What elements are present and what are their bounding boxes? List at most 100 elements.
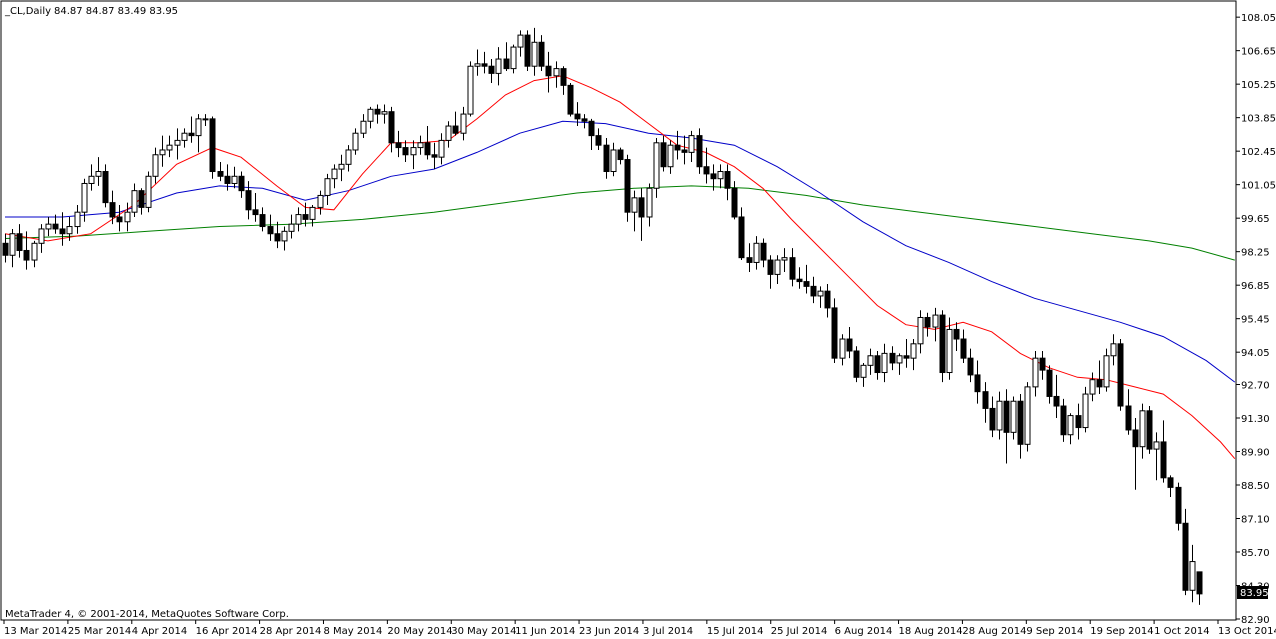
candle (574, 102, 581, 127)
price-tick-label: 92.70 (1241, 380, 1270, 391)
chart-symbol-label: _CL,Daily (4, 6, 51, 17)
candle (903, 339, 910, 368)
candle (917, 310, 924, 354)
candle (1110, 334, 1117, 366)
candle (238, 171, 245, 198)
candle (681, 135, 688, 165)
candle (95, 157, 102, 186)
candle (52, 214, 59, 234)
candle (195, 114, 202, 153)
candle (131, 183, 138, 217)
candle (996, 391, 1003, 440)
candle (388, 106, 395, 153)
candle (1175, 482, 1182, 531)
candle (896, 353, 903, 375)
copyright-label: MetaTrader 4, © 2001-2014, MetaQuotes So… (5, 609, 289, 620)
price-tick-label: 108.05 (1241, 13, 1276, 24)
candle (646, 183, 653, 227)
candle (202, 114, 209, 127)
candle (188, 116, 195, 143)
candle (738, 207, 745, 261)
candle (245, 181, 252, 220)
candle (281, 226, 288, 251)
candle (66, 216, 73, 241)
candle (710, 164, 717, 191)
candle (1096, 360, 1103, 395)
candle (231, 166, 238, 189)
candle (1060, 398, 1067, 442)
time-tick-label: 3 Jul 2014 (643, 626, 693, 637)
candle (667, 140, 674, 174)
candle (982, 382, 989, 423)
candle (1053, 374, 1060, 418)
candle (624, 154, 631, 222)
candle (595, 128, 602, 150)
candle (1017, 394, 1024, 459)
candlestick-layer (2, 27, 1203, 605)
candle (517, 30, 524, 57)
candle (345, 145, 352, 172)
candle (1067, 413, 1074, 445)
candle (510, 44, 517, 74)
time-tick-label: 28 Aug 2014 (962, 626, 1026, 637)
candle (774, 255, 781, 284)
candle (295, 207, 302, 232)
candle (767, 255, 774, 289)
candle (267, 214, 274, 241)
candle (45, 216, 52, 237)
candle (1024, 382, 1031, 452)
price-tick-label: 99.65 (1241, 214, 1270, 225)
candle (217, 161, 224, 182)
svg-text:83.95: 83.95 (1240, 588, 1269, 599)
time-tick-label: 20 May 2014 (387, 626, 452, 637)
candle (688, 130, 695, 162)
candle (1046, 365, 1053, 404)
current-price-marker: 83.95 (1237, 586, 1269, 599)
candle (653, 138, 660, 198)
time-tick-label: 15 Jul 2014 (707, 626, 764, 637)
candle (1153, 432, 1160, 481)
candle (874, 350, 881, 380)
candle (538, 35, 545, 72)
candle (288, 214, 295, 239)
candle (1160, 420, 1167, 483)
candle (1010, 396, 1017, 440)
candle (603, 138, 610, 179)
time-tick-label: 23 Jun 2014 (579, 626, 639, 637)
candle (560, 66, 567, 95)
candle (116, 205, 123, 232)
candle (524, 30, 531, 72)
time-axis: 13 Mar 2014 25 Mar 2014 4 Apr 2014 16 Apr 2… (3, 620, 1276, 637)
candle (324, 173, 331, 206)
candle (9, 228, 16, 268)
plot-frame (0, 0, 1237, 621)
time-tick-label: 6 Aug 2014 (835, 626, 893, 637)
candle (703, 147, 710, 184)
candle (753, 236, 760, 270)
candle (452, 111, 459, 136)
price-tick-label: 87.10 (1241, 514, 1270, 525)
candle (438, 133, 445, 165)
candle (1167, 475, 1174, 497)
candle (109, 190, 116, 225)
candle (59, 212, 66, 246)
candle (424, 126, 431, 160)
candle (138, 188, 145, 215)
candle (610, 142, 617, 177)
candle (545, 51, 552, 93)
candle (31, 240, 38, 268)
time-tick-label: 8 May 2014 (323, 626, 382, 637)
candle (1125, 389, 1132, 435)
candle (102, 164, 109, 208)
candle (467, 61, 474, 117)
candle (746, 243, 753, 273)
candle (224, 164, 231, 191)
candle (16, 224, 23, 258)
candle (924, 312, 931, 337)
candle (374, 104, 381, 124)
candle (1139, 403, 1146, 459)
price-tick-label: 82.90 (1241, 615, 1270, 626)
price-tick-label: 85.70 (1241, 548, 1270, 559)
candle (159, 135, 166, 167)
